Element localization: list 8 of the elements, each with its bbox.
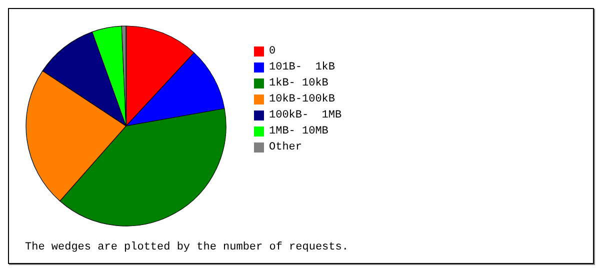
legend-label: 1kB- 10kB [269, 78, 329, 90]
legend-label: 0 [269, 46, 276, 58]
legend-label: 100kB- 1MB [269, 110, 342, 122]
legend-label: 101B- 1kB [269, 62, 336, 74]
legend-label: 10kB-100kB [269, 94, 336, 106]
text: The wedges are plotted by the number of requests. [25, 242, 348, 254]
legend-label: Other [269, 142, 302, 154]
legend-label: 1MB- 10MB [269, 126, 329, 138]
